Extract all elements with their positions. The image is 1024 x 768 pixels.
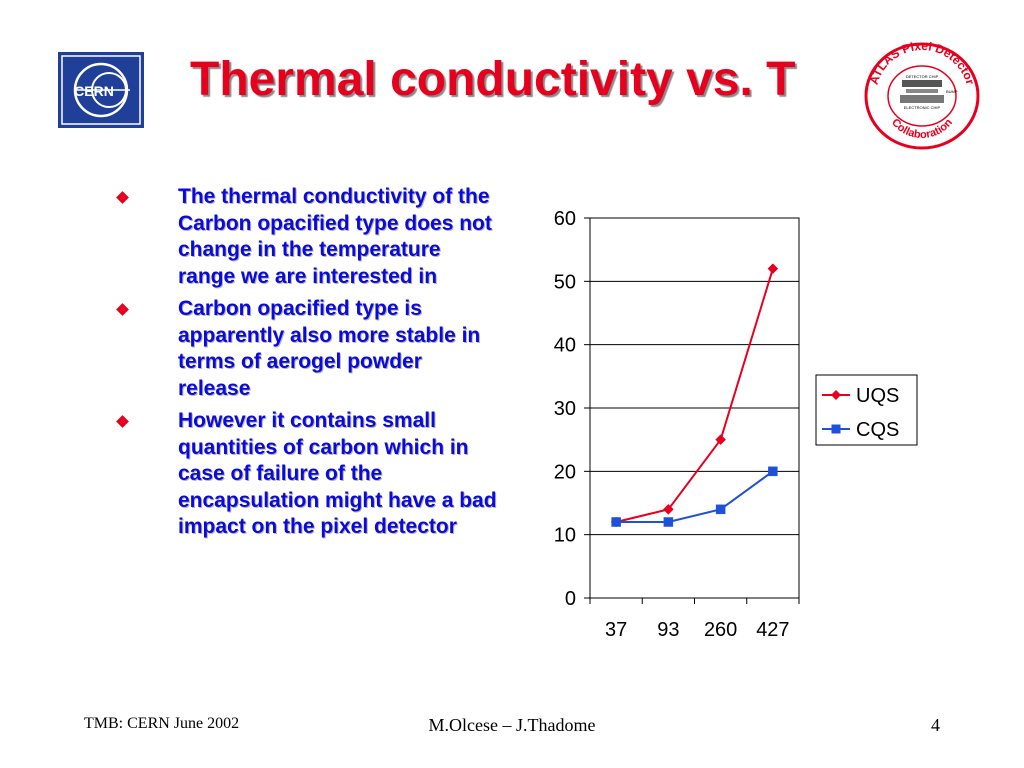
x-tick-label: 37	[605, 619, 627, 641]
legend-marker-uqs	[831, 390, 841, 400]
thermal-conductivity-chart: 0 10 20 30 40 50 60 37 93 260 427 UQS CQS	[520, 195, 990, 665]
footer-left: TMB: CERN June 2002	[84, 715, 240, 732]
legend-label-uqs: UQS	[856, 385, 899, 407]
atlas-electronic-chip-label: ELECTRONIC CHIP	[904, 105, 941, 110]
cern-logo-text: CERN	[74, 83, 114, 99]
y-tick-label: 10	[554, 525, 576, 547]
data-point-cqs	[611, 517, 621, 527]
bullet-list: The thermal conductivity of the Carbon o…	[110, 184, 500, 547]
page-number: 4	[931, 715, 940, 735]
atlas-detector-chip-label: DETECTOR CHIP	[906, 74, 939, 79]
atlas-bump-label: BUMP	[946, 89, 958, 94]
diamond-bullet-icon	[116, 303, 129, 316]
bullet-item: The thermal conductivity of the Carbon o…	[110, 184, 500, 290]
bullet-text: However it contains small quantities of …	[178, 409, 497, 538]
legend-label-cqs: CQS	[856, 419, 899, 441]
x-tick-label: 427	[756, 619, 789, 641]
series-line-cqs	[616, 470, 774, 523]
y-tick-label: 30	[554, 398, 576, 420]
data-point-uqs	[767, 263, 779, 275]
bullet-text: Carbon opacified type is apparently also…	[178, 297, 481, 400]
footer-authors: M.Olcese – J.Thadome	[428, 715, 596, 735]
y-tick-label: 0	[565, 588, 576, 610]
x-tick-label: 260	[704, 619, 737, 641]
data-point-uqs	[715, 434, 726, 446]
cern-logo-icon: CERN	[58, 52, 144, 128]
series-line-uqs	[615, 268, 774, 523]
data-point-uqs	[663, 503, 674, 515]
bullet-item: Carbon opacified type is apparently also…	[110, 296, 500, 402]
y-tick-label: 60	[554, 208, 576, 230]
bullet-text: The thermal conductivity of the Carbon o…	[178, 185, 492, 288]
atlas-logo: ATLAS Pixel Detector Collaboration DETEC…	[862, 39, 982, 150]
atlas-pixel-collaboration-logo-icon: ATLAS Pixel Detector Collaboration DETEC…	[864, 39, 980, 150]
data-point-cqs	[715, 504, 726, 515]
diamond-bullet-icon	[116, 415, 129, 428]
data-point-cqs	[768, 466, 778, 477]
slide-title: Thermal conductivity vs. T	[190, 53, 796, 106]
data-point-cqs	[663, 517, 674, 527]
diamond-bullet-icon	[116, 191, 129, 204]
y-tick-label: 40	[554, 335, 576, 357]
x-tick-label: 93	[657, 619, 679, 641]
bullet-item: However it contains small quantities of …	[110, 408, 500, 541]
y-tick-label: 50	[554, 271, 576, 293]
cern-logo: CERN	[58, 52, 144, 128]
legend-marker-cqs	[831, 424, 841, 434]
y-tick-label: 20	[554, 461, 576, 483]
chart-svg: 0 10 20 30 40 50 60 37 93 260 427 UQS CQS	[554, 208, 918, 641]
